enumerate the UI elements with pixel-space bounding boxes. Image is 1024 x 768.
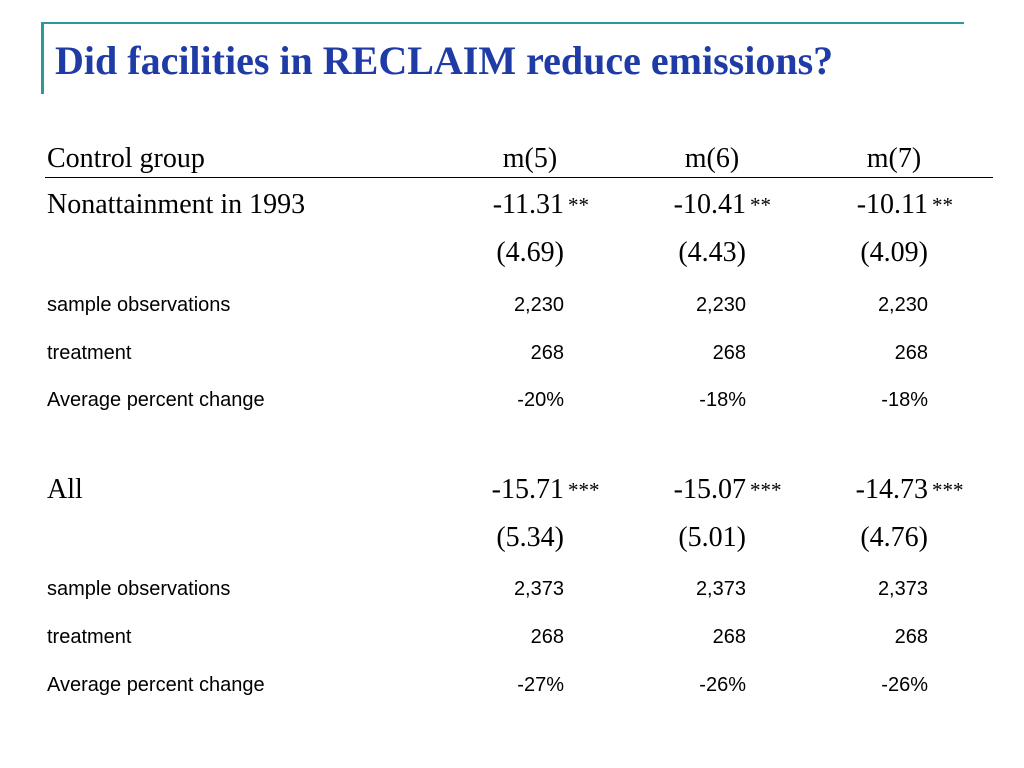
- coefficient-value: -15.07: [673, 474, 746, 505]
- stat-label: sample observations: [47, 294, 231, 316]
- stat-value: -20%: [517, 389, 564, 411]
- significance-stars: **: [932, 193, 953, 217]
- stat-value: -27%: [517, 674, 564, 696]
- std-error-value: (4.69): [496, 237, 564, 268]
- stat-value: 268: [530, 342, 564, 364]
- coefficient-value: -10.41: [673, 189, 746, 220]
- accent-vertical-line: [41, 22, 44, 94]
- stat-value: 2,373: [695, 578, 746, 600]
- stat-value: 2,230: [877, 294, 928, 316]
- stat-value: 268: [712, 626, 746, 648]
- stat-value: -26%: [881, 674, 928, 696]
- stat-label: Average percent change: [47, 389, 265, 411]
- significance-stars: ***: [568, 478, 600, 502]
- stat-value: 2,373: [513, 578, 564, 600]
- stat-label: sample observations: [47, 578, 231, 600]
- std-error-value: (4.09): [860, 237, 928, 268]
- stat-value: 2,373: [877, 578, 928, 600]
- std-error-value: (4.43): [678, 237, 746, 268]
- significance-stars: **: [750, 193, 771, 217]
- stat-value: 268: [894, 342, 928, 364]
- stat-value: -18%: [881, 389, 928, 411]
- stat-value: 268: [712, 342, 746, 364]
- stat-label: treatment: [47, 626, 132, 648]
- stat-value: -18%: [699, 389, 746, 411]
- stat-label: Average percent change: [47, 674, 265, 696]
- std-error-value: (5.01): [678, 522, 746, 553]
- coefficient-value: -11.31: [492, 189, 564, 220]
- slide-title: Did facilities in RECLAIM reduce emissio…: [55, 38, 834, 83]
- significance-stars: **: [568, 193, 589, 217]
- header-rule: [45, 177, 993, 178]
- group-label: Nonattainment in 1993: [47, 189, 306, 220]
- stat-label: treatment: [47, 342, 132, 364]
- stat-value: 268: [530, 626, 564, 648]
- accent-horizontal-line: [41, 22, 964, 24]
- header-col-m6: m(6): [684, 143, 740, 174]
- significance-stars: ***: [932, 478, 964, 502]
- stat-value: 2,230: [513, 294, 564, 316]
- stat-value: 268: [894, 626, 928, 648]
- coefficient-value: -10.11: [856, 189, 928, 220]
- coefficient-value: -15.71: [491, 474, 564, 505]
- header-col-m7: m(7): [866, 143, 922, 174]
- stat-value: 2,230: [695, 294, 746, 316]
- std-error-value: (5.34): [496, 522, 564, 553]
- group-label: All: [47, 474, 83, 505]
- header-col-m5: m(5): [502, 143, 558, 174]
- header-label: Control group: [47, 143, 205, 174]
- stat-value: -26%: [699, 674, 746, 696]
- coefficient-value: -14.73: [855, 474, 928, 505]
- significance-stars: ***: [750, 478, 782, 502]
- std-error-value: (4.76): [860, 522, 928, 553]
